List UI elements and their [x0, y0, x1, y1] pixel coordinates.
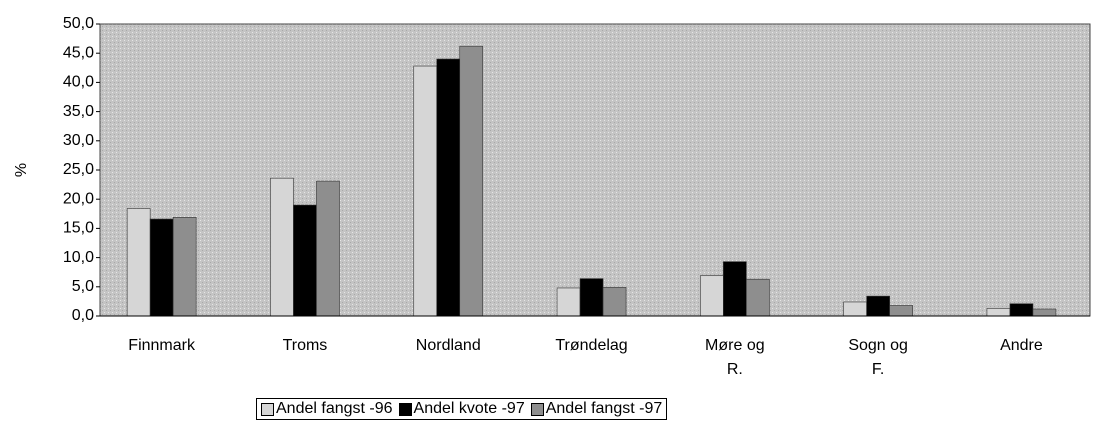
y-tick-label: 5,0	[72, 278, 94, 295]
bar	[866, 295, 890, 317]
bar	[556, 287, 581, 317]
bar	[436, 58, 461, 317]
bar	[172, 217, 197, 317]
x-tick-label: Trøndelag	[555, 337, 628, 354]
bar	[126, 208, 151, 317]
bar	[1032, 308, 1057, 317]
y-tick-label: 15,0	[63, 220, 94, 237]
bar	[700, 275, 724, 317]
y-tick-label: 10,0	[63, 249, 94, 266]
bar	[270, 177, 294, 317]
bar	[316, 180, 340, 317]
bar	[602, 287, 627, 317]
y-tick-label: 40,0	[63, 74, 94, 91]
legend-label: Andel fangst -96	[276, 400, 393, 417]
y-axis-label: %	[13, 163, 30, 177]
bar	[986, 308, 1011, 317]
bar	[149, 218, 174, 317]
bar	[723, 261, 747, 317]
x-tick-label: Sogn og F.	[848, 337, 908, 378]
legend-item: Andel kvote -97	[398, 400, 525, 418]
y-tick-label: 25,0	[63, 161, 94, 178]
legend-label: Andel kvote -97	[413, 400, 525, 417]
bar	[459, 45, 484, 317]
x-tick-label: Nordland	[415, 337, 481, 354]
legend-item: Andel fangst -96	[261, 400, 393, 418]
legend-swatch	[530, 402, 544, 416]
bar	[413, 65, 438, 317]
y-tick-label: 35,0	[63, 103, 94, 120]
bar	[843, 301, 867, 317]
bar	[746, 278, 770, 317]
legend-item: Andel fangst -97	[530, 400, 663, 418]
legend-swatch	[261, 402, 274, 416]
x-tick-label: Finnmark	[128, 337, 195, 354]
y-tick-label: 20,0	[63, 190, 94, 207]
legend-swatch	[398, 402, 412, 416]
plot-area	[99, 23, 1091, 317]
y-tick-label: 30,0	[63, 132, 94, 149]
x-tick-label: Troms	[282, 337, 328, 354]
legend-label: Andel fangst -97	[545, 400, 663, 417]
bar	[293, 204, 317, 317]
y-tick-label: 0,0	[72, 307, 94, 324]
y-tick-label: 45,0	[63, 44, 94, 61]
x-tick-label: Andre	[1000, 337, 1043, 354]
bar	[889, 305, 913, 317]
y-tick-label: 50,0	[63, 15, 94, 32]
legend: Andel fangst -96 Andel kvote -97 Andel fan…	[256, 398, 668, 420]
bar	[1009, 303, 1034, 317]
bar	[579, 278, 604, 317]
x-tick-label: Møre og R.	[705, 337, 765, 378]
